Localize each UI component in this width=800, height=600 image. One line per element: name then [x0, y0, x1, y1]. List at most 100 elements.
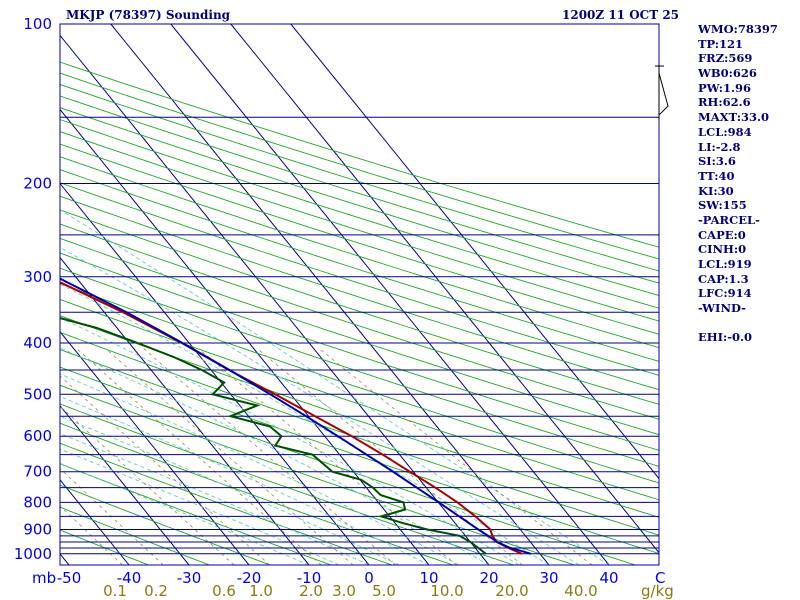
mixing-ratio-line [319, 348, 593, 565]
isotherm-line [290, 24, 659, 480]
dry-adiabat-line [60, 331, 659, 536]
mixing-ratio-line [76, 348, 322, 565]
pressure-tick-label: 400 [23, 334, 52, 352]
isotherm-line [170, 24, 610, 565]
parcel-trace [60, 277, 532, 555]
temperature-tick-label: 10 [419, 569, 438, 587]
index-item: CAP:1.3 [698, 271, 749, 286]
dry-adiabat-line [60, 119, 659, 309]
temperature-tick-label: 0 [364, 569, 374, 587]
mixing-ratio-tick-label: 10.0 [430, 582, 463, 600]
moist-adiabat-line [60, 209, 610, 565]
isotherm-line [60, 330, 250, 565]
index-item [698, 316, 778, 331]
dry-adiabat-line [60, 315, 659, 518]
pressure-tick-label: 700 [23, 463, 52, 481]
dry-adiabat-line [60, 366, 636, 565]
plot-frame [59, 23, 660, 566]
index-item: WB0:626 [698, 66, 757, 81]
temperature-tick-label: 20 [479, 569, 498, 587]
mixing-ratio-tick-label: 40.0 [564, 582, 597, 600]
mixing-ratio-tick-label: 5.0 [372, 582, 396, 600]
temperature-tick-label: -20 [237, 569, 262, 587]
index-item: TT:40 [698, 168, 735, 183]
index-item: MAXT:33.0 [698, 110, 769, 125]
mixing-ratio-line [105, 348, 354, 565]
moist-adiabat-line [60, 433, 370, 565]
temperature-tick-label: -40 [117, 569, 142, 587]
dry-adiabat-line [60, 223, 659, 420]
isotherm-line [60, 404, 190, 565]
index-item: RH:62.6 [698, 95, 751, 110]
pressure-tick-label: 1000 [14, 545, 52, 563]
pressure-tick-label: 300 [23, 268, 52, 286]
index-item: LI:-2.8 [698, 139, 741, 154]
dry-adiabat-line [60, 169, 659, 362]
temperature-tick-label: -50 [57, 569, 82, 587]
dry-adiabat-line [60, 463, 332, 565]
mixing-ratio-unit-label: g/kg [641, 582, 674, 600]
mixing-ratio-line [60, 467, 164, 565]
dry-adiabat-line [60, 298, 659, 501]
dry-adiabat-line [60, 422, 453, 565]
mixing-ratio-tick-label: 0.6 [212, 582, 236, 600]
dry-adiabat-line [60, 348, 659, 554]
indices-panel: WMO:78397 TP:121 FRZ:569 WB0:626 PW:1.96 RH:6… [698, 22, 778, 345]
temperature-trace [60, 281, 523, 555]
dry-adiabat-line [60, 131, 659, 322]
index-item: PW:1.96 [698, 80, 752, 95]
temperature-tick-label: 30 [539, 569, 558, 587]
valid-time: 1200Z 11 OCT 25 [562, 8, 679, 22]
mixing-ratio-line [143, 348, 396, 565]
dry-adiabat-line [60, 283, 659, 484]
isotherm-line [0, 24, 9, 565]
pressure-tick-label: 800 [23, 493, 52, 511]
index-item: TP:121 [698, 36, 744, 51]
mixing-ratio-line [60, 505, 123, 565]
dry-adiabat-line [60, 61, 659, 248]
dry-adiabat-line [60, 252, 659, 451]
temperature-tick-label: -30 [177, 569, 202, 587]
mixing-ratio-line [257, 348, 523, 565]
temperature-tick-label: -10 [297, 569, 322, 587]
mixing-ratio-tick-label: 3.0 [332, 582, 356, 600]
pressure-tick-label: 100 [23, 15, 52, 33]
dry-adiabat-line [60, 237, 659, 436]
pressure-tick-label: 600 [23, 427, 52, 445]
pressure-tick-label: 900 [23, 521, 52, 539]
dry-adiabat-line [60, 143, 659, 335]
mixing-ratio-tick-label: 2.0 [299, 582, 323, 600]
moist-adiabat-line [60, 373, 460, 565]
index-item: WMO:78397 [698, 22, 778, 36]
pressure-tick-label: 500 [23, 385, 52, 403]
dry-adiabat-line [60, 506, 210, 565]
mixing-ratio-line [60, 405, 235, 565]
dry-adiabat-line [60, 107, 659, 296]
pressure-tick-label: 200 [23, 174, 52, 192]
dry-adiabat-line [60, 484, 271, 565]
pressure-unit-label: mb [32, 569, 56, 587]
index-item: LCL:984 [698, 124, 752, 139]
isotherm-line [60, 182, 370, 565]
dry-adiabat-line [60, 529, 149, 565]
index-item: SW:155 [698, 198, 747, 213]
dry-adiabat-line [60, 84, 659, 272]
dry-adiabat-line [60, 95, 659, 284]
moist-adiabat-line [60, 448, 340, 565]
station-title: MKJP (78397) Sounding [66, 8, 231, 22]
index-item: -PARCEL- [698, 212, 760, 227]
wind-barb-flag [658, 72, 669, 116]
moist-adiabat-line [60, 317, 520, 565]
isotherm-line [60, 553, 70, 565]
index-item: -WIND- [698, 301, 746, 316]
dry-adiabat-line [60, 267, 659, 467]
dry-adiabat-line [60, 403, 514, 565]
dry-adiabat-line [60, 72, 659, 260]
mixing-ratio-tick-label: 0.2 [144, 582, 168, 600]
index-item: EHI:-0.0 [698, 330, 753, 345]
index-item: CAPE:0 [698, 227, 746, 242]
moist-adiabat-line [60, 415, 400, 565]
mixing-ratio-tick-label: 0.1 [103, 582, 127, 600]
wind-barbs [655, 65, 669, 121]
